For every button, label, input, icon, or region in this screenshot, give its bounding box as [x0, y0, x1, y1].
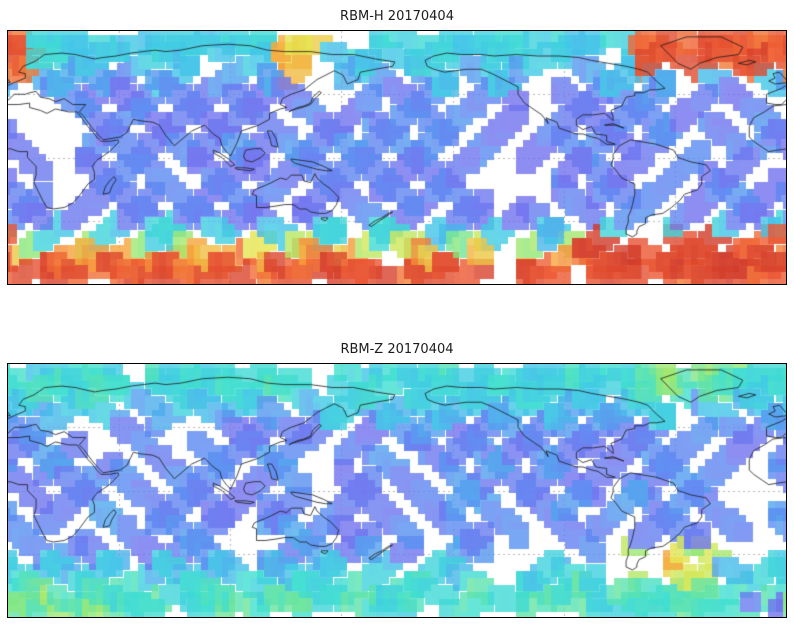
- rbm-z-map-canvas: [7, 363, 787, 618]
- rbm-h-map-canvas: [7, 30, 787, 285]
- panel-title-rbm-h: RBM-H 20170404: [340, 9, 454, 24]
- panel-title-rbm-z: RBM-Z 20170404: [340, 342, 454, 357]
- figure: RBM-H 20170404 RBM-Z 20170404: [7, 8, 787, 618]
- panel-rbm-z: RBM-Z 20170404: [7, 341, 787, 618]
- panel-rbm-h: RBM-H 20170404: [7, 8, 787, 285]
